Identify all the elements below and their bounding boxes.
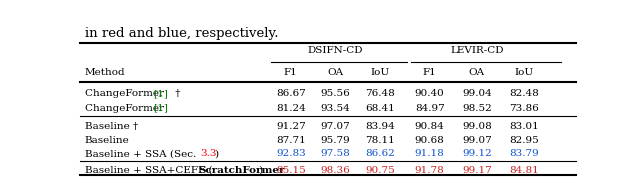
- Text: 90.68: 90.68: [415, 136, 445, 145]
- Text: 76.48: 76.48: [365, 89, 395, 98]
- Text: 99.12: 99.12: [462, 149, 492, 158]
- Text: F1: F1: [284, 68, 298, 77]
- Text: 98.52: 98.52: [462, 104, 492, 113]
- Text: 97.07: 97.07: [321, 122, 350, 131]
- Text: 99.17: 99.17: [462, 165, 492, 174]
- Text: 92.83: 92.83: [276, 149, 306, 158]
- Text: IoU: IoU: [515, 68, 534, 77]
- Text: 68.41: 68.41: [365, 104, 395, 113]
- Text: 81.24: 81.24: [276, 104, 306, 113]
- Text: Baseline †: Baseline †: [85, 122, 138, 131]
- Text: 86.62: 86.62: [365, 149, 395, 158]
- Text: 83.79: 83.79: [509, 149, 539, 158]
- Text: 82.48: 82.48: [509, 89, 539, 98]
- Text: F1: F1: [423, 68, 436, 77]
- Text: 83.94: 83.94: [365, 122, 395, 131]
- Text: OA: OA: [468, 68, 485, 77]
- Text: OA: OA: [328, 68, 344, 77]
- Text: in red and blue, respectively.: in red and blue, respectively.: [85, 27, 278, 40]
- Text: 98.36: 98.36: [321, 165, 350, 174]
- Text: DSIFN-CD: DSIFN-CD: [308, 46, 363, 55]
- Text: 78.11: 78.11: [365, 136, 395, 145]
- Text: ScratchFormer: ScratchFormer: [198, 165, 285, 174]
- Text: 90.40: 90.40: [415, 89, 445, 98]
- Text: 86.67: 86.67: [276, 89, 306, 98]
- Text: ): ): [259, 165, 262, 174]
- Text: 90.84: 90.84: [415, 122, 445, 131]
- Text: ChangeFormer: ChangeFormer: [85, 89, 167, 98]
- Text: 84.97: 84.97: [415, 104, 445, 113]
- Text: ChangeFormer: ChangeFormer: [85, 104, 167, 113]
- Text: 95.79: 95.79: [321, 136, 350, 145]
- Text: 99.07: 99.07: [462, 136, 492, 145]
- Text: 91.18: 91.18: [415, 149, 445, 158]
- Text: 87.71: 87.71: [276, 136, 306, 145]
- Text: Baseline + SSA+CEFF (: Baseline + SSA+CEFF (: [85, 165, 212, 174]
- Text: †: †: [172, 89, 180, 98]
- Text: [1]: [1]: [154, 104, 168, 113]
- Text: 90.75: 90.75: [365, 165, 395, 174]
- Text: 97.58: 97.58: [321, 149, 350, 158]
- Text: ): ): [214, 149, 218, 158]
- Text: 3.3: 3.3: [200, 149, 216, 158]
- Text: 73.86: 73.86: [509, 104, 539, 113]
- Text: 95.15: 95.15: [276, 165, 306, 174]
- Text: Baseline: Baseline: [85, 136, 130, 145]
- Text: Baseline + SSA (Sec.: Baseline + SSA (Sec.: [85, 149, 200, 158]
- Text: 91.27: 91.27: [276, 122, 306, 131]
- Text: 95.56: 95.56: [321, 89, 350, 98]
- Text: 93.54: 93.54: [321, 104, 350, 113]
- Text: 82.95: 82.95: [509, 136, 539, 145]
- Text: 99.04: 99.04: [462, 89, 492, 98]
- Text: 91.78: 91.78: [415, 165, 445, 174]
- Text: 83.01: 83.01: [509, 122, 539, 131]
- Text: 99.08: 99.08: [462, 122, 492, 131]
- Text: LEVIR-CD: LEVIR-CD: [450, 46, 504, 55]
- Text: 84.81: 84.81: [509, 165, 539, 174]
- Text: Method: Method: [85, 68, 125, 77]
- Text: [1]: [1]: [154, 89, 168, 98]
- Text: IoU: IoU: [371, 68, 390, 77]
